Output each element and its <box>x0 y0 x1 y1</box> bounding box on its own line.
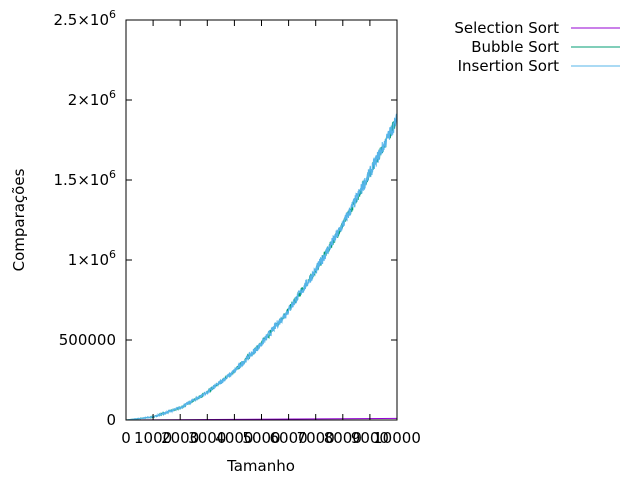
plot-frame <box>125 19 398 421</box>
x-tick-label: 10000 <box>373 429 421 447</box>
plot-area <box>125 113 398 421</box>
x-tick-label: 6000 <box>270 429 308 447</box>
y-axis-title: Comparações <box>10 168 28 271</box>
y-tick-label: 1.5×106 <box>53 168 116 189</box>
x-tick-label: 5000 <box>242 429 280 447</box>
series-line-insertion-sort <box>125 113 398 421</box>
x-tick-label: 9000 <box>351 429 389 447</box>
y-tick-label: 0 <box>106 411 116 429</box>
y-tick-label: 2.5×106 <box>53 8 116 29</box>
x-tick-label: 3000 <box>188 429 226 447</box>
series-line-bubble-sort <box>125 116 398 421</box>
x-tick-label: 0 <box>121 429 131 447</box>
x-tick-label: 1000 <box>134 429 172 447</box>
x-axis-title: Tamanho <box>226 457 295 475</box>
legend-label: Insertion Sort <box>458 57 560 75</box>
x-tick-label: 2000 <box>161 429 199 447</box>
y-tick-label: 500000 <box>59 331 116 349</box>
axis-ticks: 0 100020003000400050006000700080009000100… <box>53 8 420 447</box>
legend-label: Selection Sort <box>454 19 559 37</box>
x-tick-label: 4000 <box>215 429 253 447</box>
y-tick-label: 2×106 <box>68 88 116 109</box>
legend-label: Bubble Sort <box>471 38 559 56</box>
y-tick-label: 1×106 <box>68 248 116 269</box>
x-tick-label: 7000 <box>297 429 335 447</box>
x-tick-label: 8000 <box>324 429 362 447</box>
